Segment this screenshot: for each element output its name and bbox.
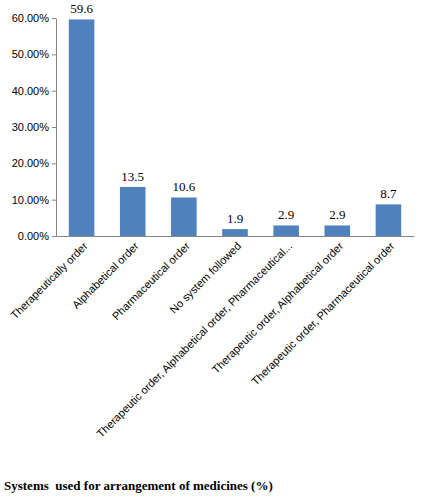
y-tick: 0.00% [18, 230, 56, 242]
y-tick-label: 10.00% [12, 194, 50, 206]
y-tick-label: 0.00% [18, 230, 49, 242]
data-label: 2.9 [329, 207, 345, 222]
plot: 0.00% 10.00% 20.00% 30.00% 40.00% 50.00% 60.00… [8, 1, 414, 439]
y-axis: 0.00% 10.00% 20.00% 30.00% 40.00% 50.00% 60.00… [12, 12, 57, 242]
y-tick: 30.00% [12, 121, 56, 133]
y-tick-label: 50.00% [12, 48, 50, 60]
y-tick-mark [52, 127, 56, 128]
x-tick: Therapeutic order, Alphabetical order, P… [94, 236, 294, 440]
y-tick-label: 60.00% [12, 12, 50, 24]
bar [222, 229, 248, 236]
y-tick-mark [52, 200, 56, 201]
data-label: 13.5 [121, 169, 144, 184]
bar [376, 204, 402, 236]
data-label: 59.6 [70, 1, 93, 16]
y-tick-mark [52, 18, 56, 19]
y-axis-line [56, 19, 57, 237]
x-axis: Therapeutically orderAlphabetical orderP… [8, 236, 414, 440]
y-tick-label: 20.00% [12, 157, 50, 169]
data-labels: 59.6 13.5 10.6 1.9 2.9 2.9 8.7 [70, 1, 397, 226]
bar [273, 225, 299, 236]
x-tick-label: Therapeutic order, Pharmaceutical order [249, 239, 397, 387]
data-label: 10.6 [172, 179, 195, 194]
x-tick: Therapeutic order, Pharmaceutical order [249, 236, 397, 387]
bars [69, 19, 401, 236]
y-tick: 60.00% [12, 12, 56, 24]
chart: 0.00% 10.00% 20.00% 30.00% 40.00% 50.00% 60.00… [0, 0, 426, 500]
bar [69, 19, 95, 236]
data-label: 2.9 [278, 207, 294, 222]
y-tick-mark [52, 236, 56, 237]
bar [120, 187, 146, 236]
y-tick-mark [52, 91, 56, 92]
y-tick: 20.00% [12, 157, 56, 169]
bar [171, 197, 197, 236]
y-tick-label: 40.00% [12, 85, 50, 97]
data-label: 8.7 [380, 186, 397, 201]
y-tick: 10.00% [12, 194, 56, 206]
y-tick-mark [52, 163, 56, 164]
data-label: 1.9 [227, 211, 243, 226]
bar [325, 225, 351, 236]
y-tick-label: 30.00% [12, 121, 50, 133]
x-tick-label: Therapeutic order, Alphabetical order, P… [94, 240, 294, 440]
y-tick: 50.00% [12, 48, 56, 60]
y-tick-mark [52, 54, 56, 55]
x-axis-line [57, 236, 415, 237]
title: Systems used for arrangement of medicine… [4, 478, 273, 493]
y-tick: 40.00% [12, 85, 56, 97]
